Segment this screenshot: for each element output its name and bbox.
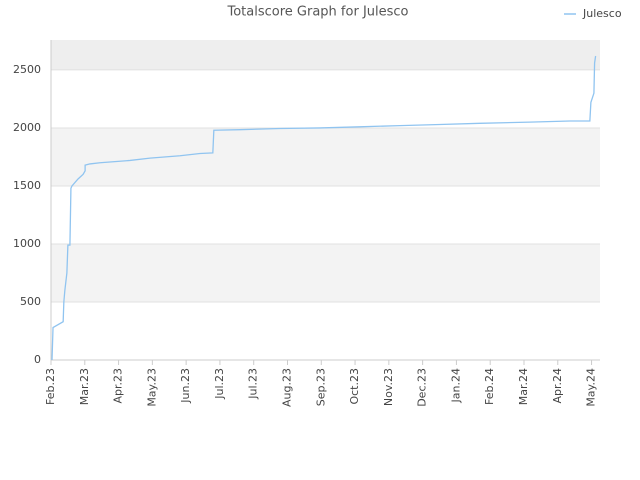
x-tick-label: Nov.23 bbox=[382, 368, 395, 406]
x-tick-label: May.23 bbox=[145, 368, 158, 407]
band bbox=[51, 40, 600, 70]
y-tick-label: 2500 bbox=[13, 63, 41, 76]
x-tick-label: Feb.24 bbox=[483, 368, 496, 405]
x-tick-label: May.24 bbox=[585, 368, 598, 407]
y-tick-label: 1500 bbox=[13, 179, 41, 192]
x-tick-label: Mar.23 bbox=[78, 368, 91, 405]
x-tick-label: Jan.24 bbox=[449, 368, 462, 403]
y-tick-label: 500 bbox=[20, 295, 41, 308]
x-tick-label: Jul.23 bbox=[247, 368, 260, 400]
x-tick-label: Jul.23 bbox=[213, 368, 226, 400]
y-tick-label: 1000 bbox=[13, 237, 41, 250]
x-tick-label: Feb.23 bbox=[44, 368, 57, 405]
legend-label: Julesco bbox=[582, 7, 622, 20]
x-tick-label: Sep.23 bbox=[314, 368, 327, 406]
x-tick-label: Aug.23 bbox=[280, 368, 293, 407]
data-line bbox=[51, 55, 597, 361]
x-tick-label: Oct.23 bbox=[348, 368, 361, 405]
plot-background bbox=[51, 40, 600, 360]
x-tick-label: Jun.23 bbox=[179, 368, 192, 404]
y-tick-label: 2000 bbox=[13, 121, 41, 134]
band bbox=[51, 243, 600, 302]
chart-title: Totalscore Graph for Julesco bbox=[227, 5, 409, 20]
x-tick-label: Apr.24 bbox=[551, 368, 564, 404]
x-tick-label: Mar.24 bbox=[517, 368, 530, 405]
y-tick-label: 0 bbox=[34, 353, 41, 366]
x-tick-label: Dec.23 bbox=[416, 368, 429, 407]
x-tick-label: Apr.23 bbox=[112, 368, 125, 404]
band bbox=[51, 127, 600, 186]
